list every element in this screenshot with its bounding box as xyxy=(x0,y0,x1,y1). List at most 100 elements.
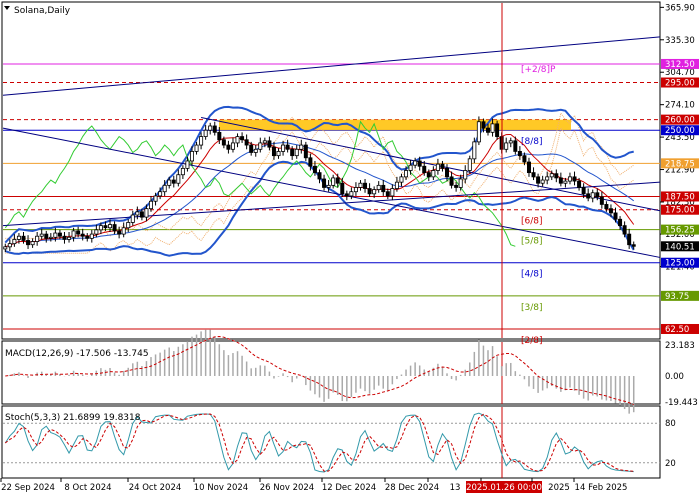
murrey-level-label: [8/8] xyxy=(521,137,543,147)
level-price-label: 260.00 xyxy=(665,116,695,126)
candle xyxy=(258,142,263,150)
candle xyxy=(390,188,395,197)
candle xyxy=(577,180,582,188)
stoch-tick-label: 20 xyxy=(665,459,676,469)
cloud-upper xyxy=(5,112,635,239)
collapse-arrow-icon[interactable] xyxy=(4,6,10,10)
candle xyxy=(385,191,390,197)
candle xyxy=(463,170,468,180)
candle xyxy=(549,173,554,178)
candle xyxy=(504,142,509,150)
candle xyxy=(299,144,304,150)
candle xyxy=(449,176,454,186)
candle xyxy=(167,179,172,186)
candle xyxy=(435,163,440,171)
band-middle xyxy=(5,142,635,248)
candle xyxy=(139,211,144,218)
candle xyxy=(48,236,53,239)
level-price-label: 218.75 xyxy=(665,159,695,169)
candle xyxy=(199,136,204,146)
macd-panel xyxy=(1,340,661,405)
candle xyxy=(567,176,572,182)
candle xyxy=(458,178,463,188)
candle xyxy=(285,144,290,150)
candle xyxy=(21,235,26,241)
level-price-label: 295.00 xyxy=(665,79,695,89)
candle xyxy=(627,233,632,246)
candle xyxy=(394,181,399,189)
candle xyxy=(558,177,563,184)
candle xyxy=(517,151,522,157)
candle xyxy=(180,167,185,176)
stoch-k-line xyxy=(4,412,634,473)
candle xyxy=(408,164,413,171)
candle xyxy=(230,142,235,150)
candle xyxy=(404,170,409,178)
candle xyxy=(176,174,181,184)
candle xyxy=(189,151,194,162)
candle xyxy=(85,235,90,239)
candle xyxy=(98,225,103,231)
candle xyxy=(71,230,76,238)
current-price-box xyxy=(661,241,699,252)
candle xyxy=(540,179,545,184)
candle xyxy=(44,233,49,239)
stoch-panel xyxy=(1,405,661,479)
murrey-level-label: [3/8] xyxy=(521,303,543,313)
price-plot: [+2/8]P [8/8] [6/8] [5/8] [4/8] [3/8] [2/8] xyxy=(2,3,661,478)
candle xyxy=(618,218,623,227)
candle xyxy=(467,158,472,171)
candle xyxy=(221,139,226,146)
time-tick-label: 12 Dec 2024 xyxy=(322,483,376,493)
chart-title: Solana,Daily xyxy=(14,6,71,16)
candle xyxy=(144,208,149,218)
candle xyxy=(16,235,21,240)
candle xyxy=(3,246,8,250)
level-price-box xyxy=(661,290,699,301)
candle xyxy=(226,144,231,150)
price-tick-label: 152.00 xyxy=(665,230,695,240)
price-panel xyxy=(1,1,661,340)
level-price-box xyxy=(661,58,699,69)
level-price-box xyxy=(661,191,699,202)
level-price-label: 93.75 xyxy=(665,292,689,302)
candle xyxy=(399,176,404,183)
candle xyxy=(508,140,513,144)
candle xyxy=(108,224,113,229)
candle xyxy=(595,192,600,198)
stoch-tick-label: 80 xyxy=(665,419,676,429)
candle xyxy=(12,239,17,245)
candle xyxy=(545,176,550,181)
candle xyxy=(622,225,627,235)
candle xyxy=(604,204,609,210)
candle xyxy=(290,148,295,157)
stoch-d-line xyxy=(4,413,634,472)
price-tick-label: 335.30 xyxy=(665,36,695,46)
candle xyxy=(422,165,427,174)
price-tick-label: 212.90 xyxy=(665,166,695,176)
time-tick-label: 13 xyxy=(450,483,461,493)
time-tick-label: 10 Nov 2024 xyxy=(194,483,248,493)
candle xyxy=(135,211,140,216)
macd-tick-label: -19.443 xyxy=(665,398,698,408)
candle xyxy=(126,222,131,229)
level-price-box xyxy=(661,158,699,169)
level-price-box xyxy=(661,125,699,136)
candle xyxy=(322,178,327,188)
candle xyxy=(217,131,222,141)
trend-line xyxy=(2,36,661,96)
price-tick-label: 304.70 xyxy=(665,68,695,78)
price-axis: 365.90 335.30 304.70 274.10 243.50 212.90 182.… xyxy=(660,3,699,335)
level-price-label: 125.00 xyxy=(665,259,695,269)
stoch-plot: 80 20 xyxy=(3,412,676,473)
candle xyxy=(121,227,126,235)
time-tick-label: 28 Dec 2024 xyxy=(385,483,439,493)
candle xyxy=(631,244,636,247)
candle xyxy=(372,189,377,195)
candle xyxy=(253,148,258,153)
candle xyxy=(294,148,299,157)
candle xyxy=(130,214,135,223)
candle xyxy=(67,236,72,240)
candle xyxy=(349,191,354,197)
